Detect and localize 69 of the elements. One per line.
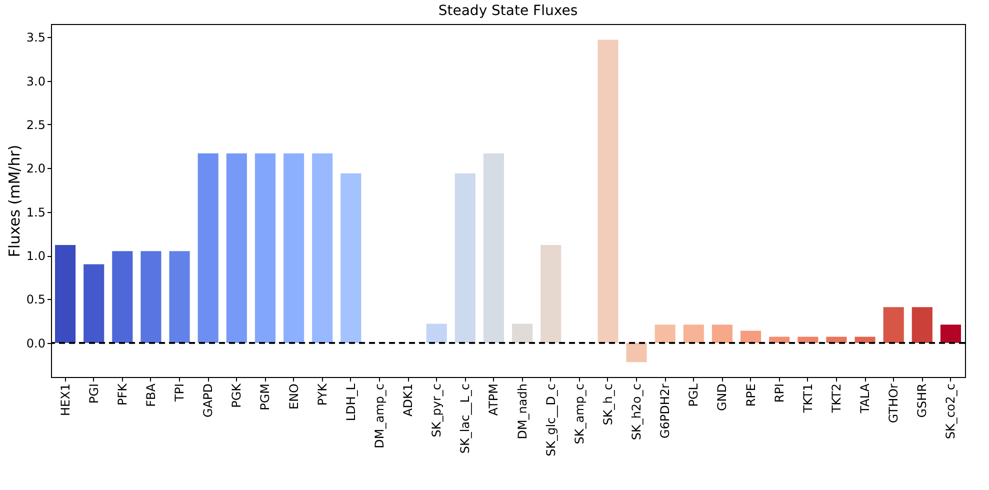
x-tick-label: TKT2 (829, 384, 844, 414)
bar (340, 173, 362, 343)
y-tick-label: 0.5 (26, 292, 46, 307)
bar (683, 324, 704, 343)
y-tick-label: 3.5 (26, 30, 46, 45)
x-tick-label: FBA (144, 382, 158, 407)
x-tick-label: SK_lac__L_c (458, 384, 472, 454)
y-tick-label: 2.0 (26, 162, 46, 176)
bar (654, 324, 676, 343)
x-tick-label: LDH_L (344, 383, 358, 422)
y-tick-label: 1.0 (26, 249, 46, 264)
x-tick-label: ATPM (486, 384, 501, 416)
bar (140, 251, 162, 343)
x-tick-label: RPI (772, 384, 786, 403)
bar (284, 153, 304, 343)
x-tick-label: HEX1 (58, 384, 72, 416)
bar (84, 264, 104, 343)
x-tick-label: TALA (858, 382, 872, 414)
x-tick-label: SK_co2_c (944, 384, 958, 440)
x-tick-label: SK_pyr_c (430, 384, 444, 438)
bar (712, 324, 732, 343)
bar (169, 251, 190, 343)
bar (598, 40, 618, 343)
bar (626, 342, 647, 362)
bar (312, 153, 333, 343)
x-tick-label: PGI (86, 384, 101, 404)
x-tick-label: DM_nadh (515, 384, 530, 440)
x-tick-label: GSHR (915, 384, 930, 418)
x-tick-label: TPI (172, 384, 187, 403)
x-tick-label: GAPD (201, 384, 216, 418)
bar (483, 153, 504, 343)
x-tick-label: PGM (258, 384, 272, 410)
x-tick-label: PFK (115, 382, 130, 406)
bar (226, 153, 247, 343)
bar (512, 324, 533, 343)
x-tick-label: SK_amp_c (572, 384, 586, 444)
y-tick-label: 1.5 (26, 205, 46, 220)
bar (854, 336, 876, 343)
y-tick-label: 0.0 (26, 336, 46, 350)
bar (454, 173, 476, 343)
x-tick-label: ADK1 (401, 384, 416, 416)
bar (883, 307, 904, 343)
x-tick-label: DM_amp_c (372, 384, 386, 448)
x-tick-label: G6PDH2r (658, 383, 672, 439)
y-tick-label: 2.5 (26, 118, 46, 132)
x-tick-label: GTHOr (886, 383, 901, 424)
bar (912, 307, 932, 343)
x-tick-label: GND (715, 384, 730, 412)
x-tick-label: RPE (744, 384, 758, 407)
x-tick-label: SK_h_c (600, 384, 615, 426)
x-tick-label: PGL (686, 383, 701, 407)
bar (426, 324, 447, 343)
chart-title: Steady State Fluxes (438, 3, 578, 19)
x-tick-label: SK_h2o_c (630, 384, 644, 440)
x-tick-label: PYK (315, 382, 330, 406)
x-tick-label: SK_glc__D_c (544, 384, 558, 456)
bar (740, 330, 762, 343)
bar (112, 251, 133, 343)
x-tick-label: TKT1 (800, 384, 815, 414)
bar (540, 245, 562, 343)
x-tick-label: PGK (230, 382, 244, 408)
y-axis-title: Fluxes (mM/hr) (5, 144, 24, 258)
x-tick-label: ENO (286, 384, 301, 410)
bar (826, 336, 847, 343)
y-tick-label: 3.0 (26, 74, 46, 88)
bar (198, 153, 218, 343)
bar (940, 324, 961, 343)
bar (55, 245, 76, 343)
bar (254, 153, 276, 343)
